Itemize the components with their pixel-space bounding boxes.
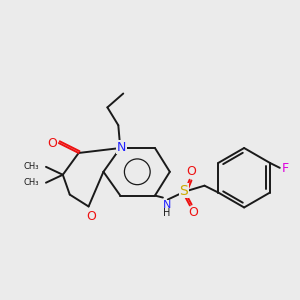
- Text: N: N: [117, 140, 126, 154]
- Text: H: H: [163, 208, 170, 218]
- Text: S: S: [179, 184, 188, 198]
- Text: N: N: [163, 200, 171, 211]
- Text: O: O: [47, 136, 57, 150]
- Text: CH₃: CH₃: [23, 162, 39, 171]
- Text: O: O: [189, 206, 199, 219]
- Text: O: O: [187, 165, 196, 178]
- Text: F: F: [282, 162, 289, 175]
- Text: O: O: [87, 210, 97, 223]
- Text: CH₃: CH₃: [23, 178, 39, 187]
